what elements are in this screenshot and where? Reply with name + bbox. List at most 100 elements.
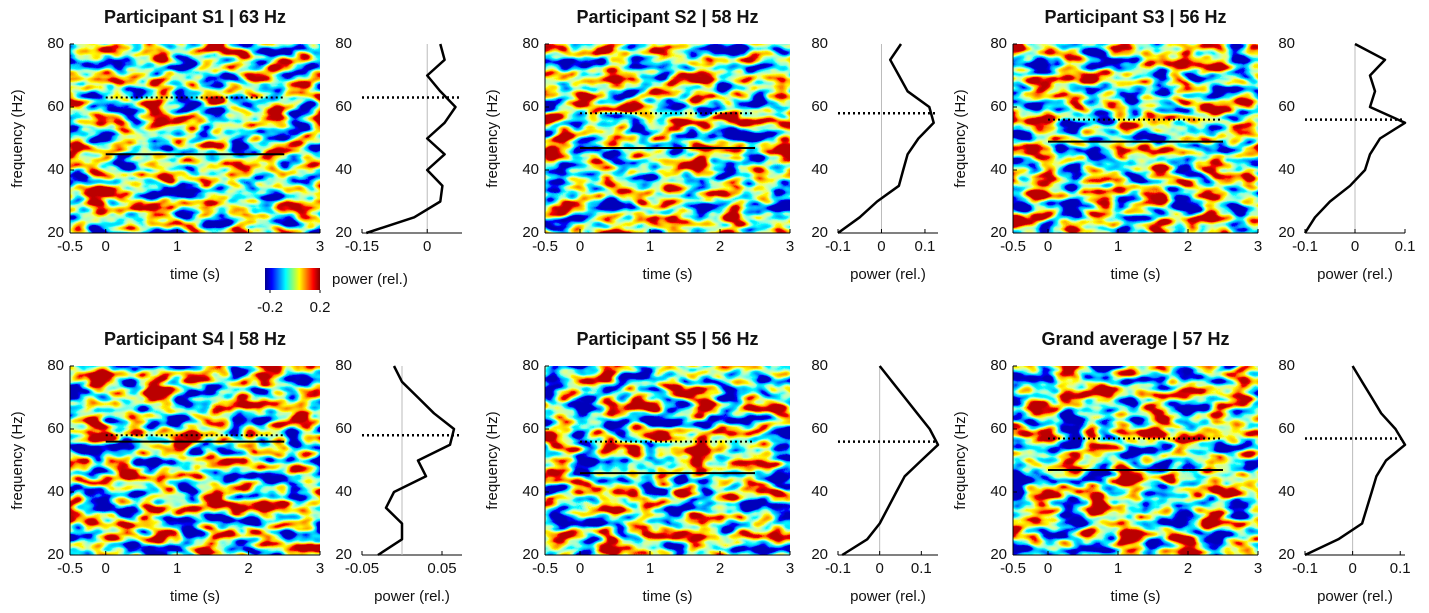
colorbar-label: power (rel.) <box>332 271 408 288</box>
profile-x-label: power (rel.) <box>1317 588 1393 605</box>
profile-y-tick-label: 40 <box>335 483 352 500</box>
x-tick-label: 0 <box>1044 560 1052 577</box>
x-tick-label: 0 <box>102 560 110 577</box>
heatmap <box>1013 366 1258 555</box>
x-tick-label: 3 <box>316 560 324 577</box>
x-tick-label: 1 <box>173 238 181 255</box>
x-tick-label: -0.5 <box>1000 238 1026 255</box>
x-tick-label: -0.5 <box>57 238 83 255</box>
x-tick-label: 0 <box>102 238 110 255</box>
colorbar-tick-label: 0.2 <box>310 299 331 316</box>
y-tick-label: 40 <box>47 483 64 500</box>
profile-x-tick-label: -0.1 <box>1292 238 1318 255</box>
profile-line <box>841 365 940 557</box>
y-tick-label: 80 <box>47 35 64 52</box>
chart-title: Participant S3 | 56 Hz <box>1044 7 1226 27</box>
profile-line <box>1303 42 1407 234</box>
profile-y-tick-label: 60 <box>1278 420 1295 437</box>
y-tick-label: 60 <box>990 98 1007 115</box>
profile-y-tick-label: 80 <box>1278 35 1295 52</box>
profile-x-tick-label: -0.05 <box>345 560 379 577</box>
profile-y-tick-label: 80 <box>1278 357 1295 374</box>
profile-x-tick-label: 0 <box>875 560 883 577</box>
x-tick-label: 2 <box>244 238 252 255</box>
y-tick-label: 20 <box>990 224 1007 241</box>
profile-y-tick-label: 80 <box>335 35 352 52</box>
profile-x-tick-label: 0.05 <box>427 560 456 577</box>
profile-y-tick-label: 80 <box>335 357 352 374</box>
profile-y-tick-label: 40 <box>811 161 828 178</box>
profile-x-tick-label: -0.1 <box>825 238 851 255</box>
y-tick-label: 40 <box>522 161 539 178</box>
profile-x-tick-label: -0.1 <box>1292 560 1318 577</box>
y-tick-label: 60 <box>522 98 539 115</box>
profile-y-tick-label: 60 <box>335 98 352 115</box>
profile-x-tick-label: 0 <box>1348 560 1356 577</box>
x-tick-label: -0.5 <box>532 560 558 577</box>
profile-x-tick-label: 0 <box>877 238 885 255</box>
y-axis-label: frequency (Hz) <box>9 89 26 187</box>
profile-y-tick-label: 60 <box>335 420 352 437</box>
y-axis-label: frequency (Hz) <box>9 411 26 509</box>
profile-y-tick-label: 20 <box>1278 546 1295 563</box>
y-tick-label: 40 <box>990 483 1007 500</box>
x-tick-label: 0 <box>1044 238 1052 255</box>
profile-y-tick-label: 60 <box>811 98 828 115</box>
heatmap <box>1013 44 1258 233</box>
profile-x-label: power (rel.) <box>850 588 926 605</box>
x-axis-label: time (s) <box>1111 266 1161 283</box>
chart-title: Participant S2 | 58 Hz <box>576 7 758 27</box>
x-axis-label: time (s) <box>170 266 220 283</box>
y-tick-label: 20 <box>522 546 539 563</box>
y-tick-label: 20 <box>522 224 539 241</box>
profile-x-tick-label: 0.1 <box>1395 238 1416 255</box>
y-tick-label: 60 <box>990 420 1007 437</box>
chart-title: Participant S5 | 56 Hz <box>576 329 758 349</box>
profile-y-tick-label: 40 <box>335 161 352 178</box>
x-tick-label: 2 <box>716 238 724 255</box>
x-tick-label: 1 <box>1114 238 1122 255</box>
x-tick-label: 0 <box>576 238 584 255</box>
y-axis-label: frequency (Hz) <box>952 411 969 509</box>
profile-x-tick-label: 0 <box>423 238 431 255</box>
chart-title: Participant S4 | 58 Hz <box>104 329 286 349</box>
y-tick-label: 80 <box>522 357 539 374</box>
colorbar <box>265 268 320 290</box>
heatmap <box>70 366 320 555</box>
y-axis-label: frequency (Hz) <box>484 411 501 509</box>
profile-x-tick-label: 0 <box>1351 238 1359 255</box>
y-tick-label: 20 <box>990 546 1007 563</box>
chart-title: Grand average | 57 Hz <box>1041 329 1229 349</box>
x-tick-label: 1 <box>173 560 181 577</box>
profile-y-tick-label: 20 <box>811 224 828 241</box>
heatmap <box>545 366 790 555</box>
x-tick-label: 2 <box>1184 238 1192 255</box>
x-axis-label: time (s) <box>643 588 693 605</box>
x-tick-label: 3 <box>786 560 794 577</box>
profile-y-tick-label: 80 <box>811 357 828 374</box>
profile-x-tick-label: 0.1 <box>911 560 932 577</box>
x-axis-label: time (s) <box>643 266 693 283</box>
profile-y-tick-label: 60 <box>1278 98 1295 115</box>
profile-y-tick-label: 80 <box>811 35 828 52</box>
profile-x-label: power (rel.) <box>1317 266 1393 283</box>
y-axis-label: frequency (Hz) <box>952 89 969 187</box>
x-tick-label: -0.5 <box>1000 560 1026 577</box>
x-tick-label: 2 <box>1184 560 1192 577</box>
profile-y-tick-label: 60 <box>811 420 828 437</box>
x-tick-label: 2 <box>716 560 724 577</box>
x-tick-label: 2 <box>244 560 252 577</box>
y-tick-label: 60 <box>522 420 539 437</box>
x-tick-label: 1 <box>646 238 654 255</box>
x-tick-label: 1 <box>1114 560 1122 577</box>
profile-y-tick-label: 20 <box>1278 224 1295 241</box>
y-tick-label: 80 <box>990 35 1007 52</box>
x-tick-label: -0.5 <box>532 238 558 255</box>
profile-x-tick-label: 0.1 <box>1390 560 1411 577</box>
y-tick-label: 20 <box>47 546 64 563</box>
y-axis-label: frequency (Hz) <box>484 89 501 187</box>
y-tick-label: 80 <box>522 35 539 52</box>
profile-y-tick-label: 20 <box>811 546 828 563</box>
profile-x-label: power (rel.) <box>850 266 926 283</box>
